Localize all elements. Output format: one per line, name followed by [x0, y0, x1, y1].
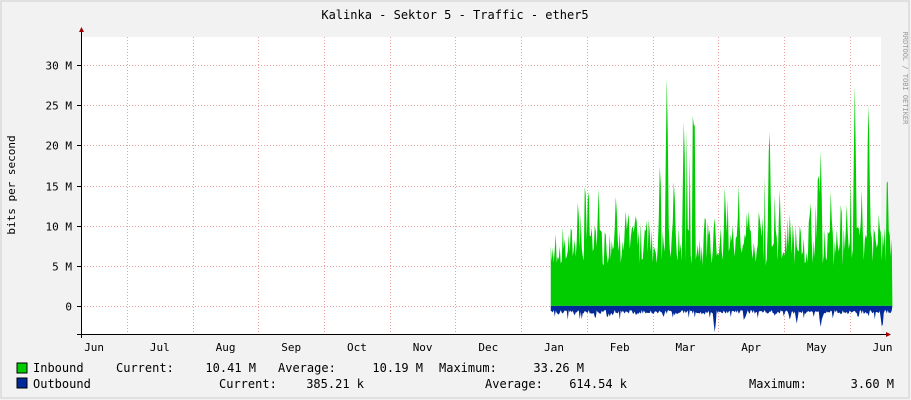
- legend-average-label-outbound: Average:: [485, 377, 543, 391]
- legend-maximum-outbound: 3.60 M: [851, 377, 894, 391]
- y-tick-label-2: 10 M: [46, 221, 73, 234]
- legend-current-label-inbound: Current:: [116, 361, 174, 375]
- axes: [77, 27, 891, 338]
- y-tick-label-4: 20 M: [46, 140, 73, 153]
- legend-maximum-label-outbound: Maximum:: [749, 377, 807, 391]
- legend-row-outbound: Outbound Current: 385.21 k Average: 614.…: [16, 377, 894, 391]
- chart-watermark: RRDTOOL / TOBI OETIKER: [901, 32, 909, 126]
- legend: Inbound Current: 10.41 M Average: 10.19 …: [16, 361, 894, 391]
- x-tick-label-6: Dec: [478, 341, 498, 354]
- x-tick-label-1: Jul: [150, 341, 170, 354]
- y-tick-label-6: 30 M: [46, 60, 73, 73]
- y-tick-label-0: 0: [65, 301, 72, 314]
- x-tick-label-10: Apr: [741, 341, 761, 354]
- legend-average-label-inbound: Average:: [278, 361, 336, 375]
- legend-current-label-outbound: Current:: [219, 377, 277, 391]
- legend-average-inbound: 10.19 M: [372, 361, 423, 375]
- y-tick-label-3: 15 M: [46, 181, 73, 194]
- y-axis-label: bits per second: [5, 135, 18, 234]
- series-inbound-area: [550, 77, 893, 306]
- legend-swatch-inbound: [16, 362, 28, 374]
- x-tick-label-0: Jun: [84, 341, 104, 354]
- series-outbound-area: [550, 305, 893, 333]
- x-tick-label-2: Aug: [216, 341, 236, 354]
- legend-name-outbound: Outbound: [33, 377, 91, 391]
- x-axis-arrow: [886, 332, 891, 337]
- legend-current-outbound: 385.21 k: [306, 377, 365, 391]
- x-tick-label-8: Feb: [610, 341, 630, 354]
- legend-swatch-outbound: [16, 377, 28, 389]
- legend-maximum-inbound: 33.26 M: [533, 361, 584, 375]
- x-tick-label-11: May: [807, 341, 827, 354]
- series: [550, 77, 893, 333]
- x-tick-label-12: Jun: [873, 341, 893, 354]
- y-tick-label-1: 5 M: [52, 261, 72, 274]
- x-axis-labels: Jun Jul Aug Sep Oct Nov Dec Jan Feb Mar Apr May Jun: [84, 341, 892, 354]
- legend-maximum-label-inbound: Maximum:: [439, 361, 497, 375]
- x-tick-label-4: Oct: [347, 341, 367, 354]
- x-tick-label-3: Sep: [281, 341, 301, 354]
- x-tick-label-9: Mar: [676, 341, 696, 354]
- legend-current-inbound: 10.41 M: [205, 361, 256, 375]
- chart-title: Kalinka - Sektor 5 - Traffic - ether5: [321, 8, 588, 22]
- y-tick-label-5: 25 M: [46, 100, 73, 113]
- legend-average-outbound: 614.54 k: [569, 377, 628, 391]
- y-axis-labels: 0 5 M 10 M 15 M 20 M 25 M 30 M: [46, 60, 73, 314]
- y-axis-arrow: [79, 27, 84, 32]
- x-tick-label-5: Nov: [413, 341, 433, 354]
- x-tick-label-7: Jan: [544, 341, 564, 354]
- legend-row-inbound: Inbound Current: 10.41 M Average: 10.19 …: [16, 361, 584, 375]
- legend-name-inbound: Inbound: [33, 361, 84, 375]
